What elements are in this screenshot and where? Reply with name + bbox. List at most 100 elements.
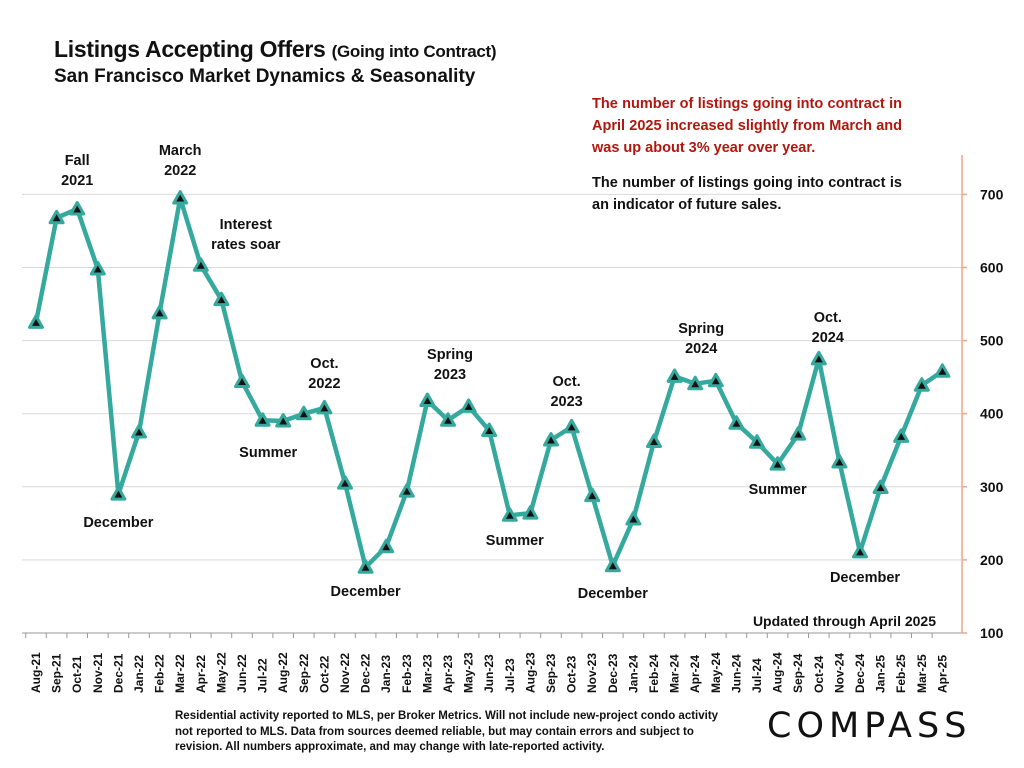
- data-point-Sep-24: [790, 426, 807, 441]
- data-point-Jan-22: [131, 423, 147, 439]
- annotation-line: Spring: [678, 321, 724, 337]
- chart-title: Listings Accepting Offers (Going into Co…: [54, 36, 497, 63]
- x-tick-label: Jan-25: [874, 655, 888, 693]
- chart-subtitle: San Francisco Market Dynamics & Seasonal…: [54, 66, 476, 87]
- x-tick-label: Oct-23: [565, 655, 579, 693]
- annotation-Apr-22: Interest rates soar: [211, 217, 281, 253]
- data-point-Jun-22: [234, 373, 250, 389]
- x-tick-label: Apr-25: [935, 655, 949, 693]
- data-point-Apr-22: [192, 257, 209, 272]
- data-point-Oct-24: [810, 350, 827, 366]
- x-tick-label: Mar-23: [420, 654, 434, 693]
- data-point-Oct-21: [69, 201, 86, 216]
- x-tick-label: Sep-21: [50, 653, 64, 693]
- data-point-Jul-24: [749, 434, 765, 449]
- updated-note: Updated through April 2025: [753, 613, 936, 629]
- data-point-Jul-23: [501, 507, 518, 522]
- annotation-Dec-24: December: [830, 570, 900, 586]
- data-point-Apr-25: [934, 363, 951, 378]
- annotation-line: Spring: [427, 347, 473, 363]
- annotation-Dec-21: December: [83, 515, 153, 531]
- data-point-Jan-23: [378, 538, 395, 554]
- y-tick-label-700: 700: [980, 186, 1004, 202]
- title-block: Listings Accepting Offers (Going into Co…: [54, 36, 497, 88]
- data-point-Nov-21: [89, 260, 106, 276]
- data-point-Apr-24: [687, 375, 704, 391]
- x-tick-label: Oct-24: [812, 655, 826, 693]
- series-line: [33, 195, 944, 570]
- x-tick-label: Feb-22: [153, 654, 167, 693]
- data-point-Oct-23: [563, 418, 580, 434]
- annotation-line: rates soar: [211, 237, 281, 253]
- x-tick-label: Aug-24: [771, 652, 785, 693]
- annotation-Oct-23: Oct. 2023: [550, 374, 582, 410]
- data-point-Sep-22: [295, 405, 312, 421]
- x-tick-label: May-23: [462, 652, 476, 693]
- annotation-line: Oct.: [814, 310, 842, 326]
- data-point-Nov-23: [584, 487, 601, 503]
- data-point-Mar-22: [172, 190, 189, 205]
- data-point-Apr-23: [440, 412, 456, 427]
- data-point-Aug-21: [28, 314, 44, 329]
- annotation-line: Summer: [749, 482, 807, 498]
- x-tick-label: Dec-23: [606, 653, 620, 693]
- annotations: Fall 2021 December March 2022 Interest rates s…: [61, 143, 900, 602]
- x-tick-label: Jun-23: [482, 654, 496, 693]
- annotation-line: Fall: [65, 153, 90, 169]
- x-tick-label: Nov-22: [338, 653, 352, 693]
- annotation-Apr-23: Spring 2023: [427, 347, 473, 383]
- y-tick-label-300: 300: [980, 479, 1004, 495]
- x-tick-label: Apr-24: [688, 655, 702, 693]
- data-point-Jul-22: [254, 412, 271, 427]
- data-point-Jan-24: [625, 510, 642, 526]
- y-tick-labels: 700 600 500 400 300 200 100: [980, 186, 1004, 641]
- annotation-line: Oct.: [310, 356, 338, 372]
- x-tick-label: Aug-23: [523, 652, 537, 693]
- x-tick-label: Aug-22: [276, 652, 290, 693]
- data-point-Mar-24: [666, 368, 683, 383]
- annotation-line: 2022: [308, 376, 340, 392]
- x-tick-label: Jan-22: [132, 655, 146, 693]
- annotation-line: Oct.: [552, 374, 580, 390]
- x-tick-label: Nov-21: [91, 653, 105, 693]
- x-tick-label: Sep-24: [791, 653, 805, 693]
- annotation-line: 2024: [812, 330, 844, 346]
- data-point-Oct-22: [316, 399, 333, 415]
- data-point-May-23: [460, 398, 477, 413]
- series-listings-line: [33, 195, 944, 570]
- x-tick-label: May-24: [709, 652, 723, 693]
- annotation-line: Summer: [486, 533, 544, 549]
- y-tick-label-400: 400: [980, 406, 1004, 422]
- x-tick-label: Oct-21: [70, 655, 84, 693]
- data-point-Jun-23: [481, 422, 498, 438]
- data-point-Dec-21: [110, 486, 127, 501]
- data-point-Dec-22: [357, 559, 374, 574]
- annotation-line: December: [578, 586, 648, 602]
- data-point-Nov-22: [337, 475, 353, 490]
- data-point-Aug-24: [769, 456, 786, 471]
- x-tick-label: Sep-22: [297, 653, 311, 693]
- x-tick-label: Jan-24: [626, 655, 640, 693]
- annotation-Aug-24: Summer: [749, 482, 807, 498]
- x-tick-label: Mar-25: [915, 654, 929, 693]
- x-tick-label: Jun-24: [729, 654, 743, 693]
- data-point-Aug-22: [275, 413, 292, 428]
- annotation-Mar-22: March 2022: [159, 143, 202, 179]
- y-tick-label-100: 100: [980, 625, 1004, 641]
- x-tick-label: Jul-24: [750, 658, 764, 693]
- annotation-line: 2024: [685, 341, 717, 357]
- annotation-line: Summer: [239, 445, 297, 461]
- x-tick-label: Oct-22: [317, 655, 331, 693]
- annotation-Dec-22: December: [331, 584, 401, 600]
- annotation-line: 2022: [164, 163, 196, 179]
- x-tick-label: Sep-23: [544, 653, 558, 693]
- x-tick-label: Apr-23: [441, 655, 455, 693]
- x-tick-label: Feb-25: [894, 654, 908, 693]
- axes: [22, 155, 967, 638]
- x-tick-label: Dec-21: [111, 653, 125, 693]
- annotation-Oct-22: Oct. 2022: [308, 356, 340, 392]
- data-point-Dec-23: [604, 557, 621, 573]
- annotation-Oct-24: Oct. 2024: [812, 310, 844, 346]
- x-tick-label: May-22: [214, 652, 228, 693]
